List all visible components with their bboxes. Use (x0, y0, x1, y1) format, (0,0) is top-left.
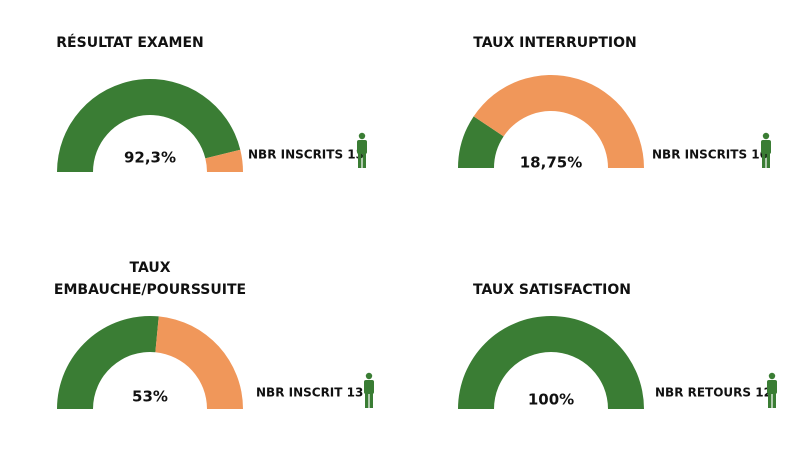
gauge-title: TAUX EMBAUCHE/POURSSUITE (53, 260, 247, 298)
person-icon-head (365, 372, 373, 380)
gauge-value-arc (57, 316, 159, 409)
gauge-value-arc (57, 78, 241, 172)
person-icon-head (762, 132, 770, 140)
annotation: NBR INSCRITS 16 (652, 148, 768, 162)
gauge-value-arc (458, 316, 644, 409)
person-icon-body (761, 140, 771, 154)
person-icon-leg (768, 393, 772, 408)
annotation: NBR INSCRITS 13 (248, 148, 364, 162)
gauge-title: TAUX SATISFACTION (472, 282, 632, 298)
person-icon-leg (365, 393, 369, 408)
gauge-remainder-arc (205, 149, 243, 172)
person-icon-leg (772, 393, 776, 408)
gauge-value-label: 100% (528, 391, 574, 409)
person-icon-leg (762, 153, 766, 168)
person-icon-leg (358, 153, 362, 168)
gauge-value-label: 53% (132, 388, 168, 406)
person-icon-head (768, 372, 776, 380)
annotation: NBR RETOURS 12 (655, 386, 772, 400)
gauge-value-label: 18,75% (520, 154, 582, 172)
person-icon-leg (362, 153, 366, 168)
person-icon-body (364, 380, 374, 394)
gauge-remainder-arc (155, 316, 243, 409)
person-icon-leg (766, 153, 770, 168)
gauge-value-arc (458, 116, 504, 168)
person-icon-head (358, 132, 366, 140)
person-icon-body (357, 140, 367, 154)
annotation: NBR INSCRIT 13 (256, 386, 363, 400)
gauge-title: RÉSULTAT EXAMEN (56, 35, 204, 51)
gauge-value-label: 92,3% (124, 149, 176, 167)
person-icon-leg (369, 393, 373, 408)
gauge-remainder-arc (473, 75, 644, 168)
gauge-title: TAUX INTERRUPTION (473, 35, 637, 51)
person-icon-body (767, 380, 777, 394)
